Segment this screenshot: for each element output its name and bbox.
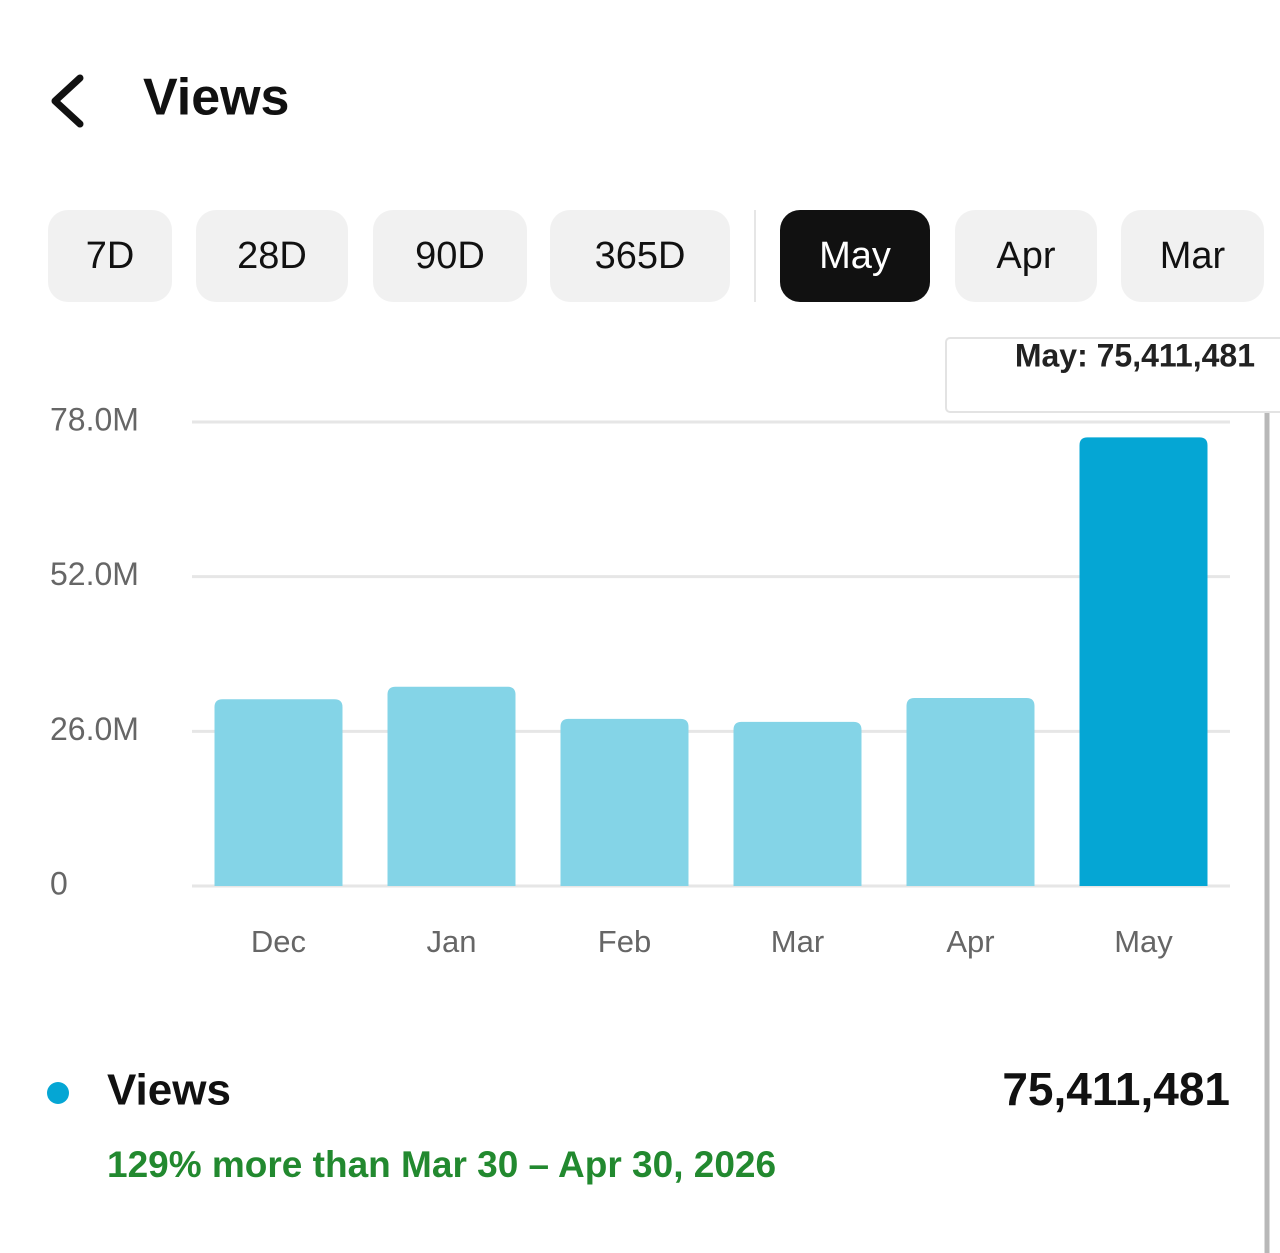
x-tick-label: Jan: [427, 924, 477, 959]
comparison: 129% more than Mar 30 – Apr 30, 2026: [107, 1144, 776, 1185]
page-title: Views: [143, 69, 289, 127]
bar: [733, 721, 862, 886]
tab[interactable]: [550, 210, 730, 302]
tab-label[interactable]: 90D: [415, 235, 485, 277]
bar: [1079, 437, 1208, 886]
x-tick-label: Apr: [946, 924, 994, 959]
chart: 0 26.0M 52.0M 78.0M Dec Jan Feb Mar Apr May: [50, 401, 1230, 959]
tab[interactable]: [48, 210, 172, 302]
metric-name: Views: [107, 1066, 231, 1115]
bar: [560, 718, 689, 886]
tab[interactable]: [373, 210, 527, 302]
y-tick-label: 0: [50, 865, 68, 901]
tab-label[interactable]: May: [819, 235, 891, 277]
tab-bar: 7D 28D 90D 365D May Apr Mar: [48, 210, 1264, 302]
tab-label[interactable]: 7D: [86, 235, 135, 277]
tab-label[interactable]: Apr: [996, 235, 1055, 277]
x-tick-label: Dec: [251, 924, 306, 959]
bar: [906, 698, 1035, 886]
x-tick-label: Mar: [771, 924, 824, 959]
tab-label[interactable]: 365D: [595, 235, 686, 277]
tab[interactable]: [196, 210, 348, 302]
x-tick-label: May: [1114, 924, 1173, 959]
metric-total: 75,411,481: [1002, 1063, 1230, 1115]
tooltip-box: [945, 337, 1280, 413]
bar: [387, 686, 516, 886]
back-button[interactable]: [51, 74, 84, 128]
y-tick-label: 78.0M: [50, 401, 139, 437]
x-tick-label: Feb: [598, 924, 651, 959]
tab[interactable]: [955, 210, 1097, 302]
tooltip: May: 75,411,481: [1015, 337, 1255, 373]
bar: [214, 699, 343, 886]
tab[interactable]: [1121, 210, 1264, 302]
y-tick-label: 26.0M: [50, 711, 139, 747]
tab-label[interactable]: Mar: [1160, 235, 1226, 277]
tab-label[interactable]: 28D: [237, 235, 307, 277]
tab[interactable]: [780, 210, 930, 302]
y-tick-label: 52.0M: [50, 556, 139, 592]
legend-dot: [47, 1082, 69, 1104]
